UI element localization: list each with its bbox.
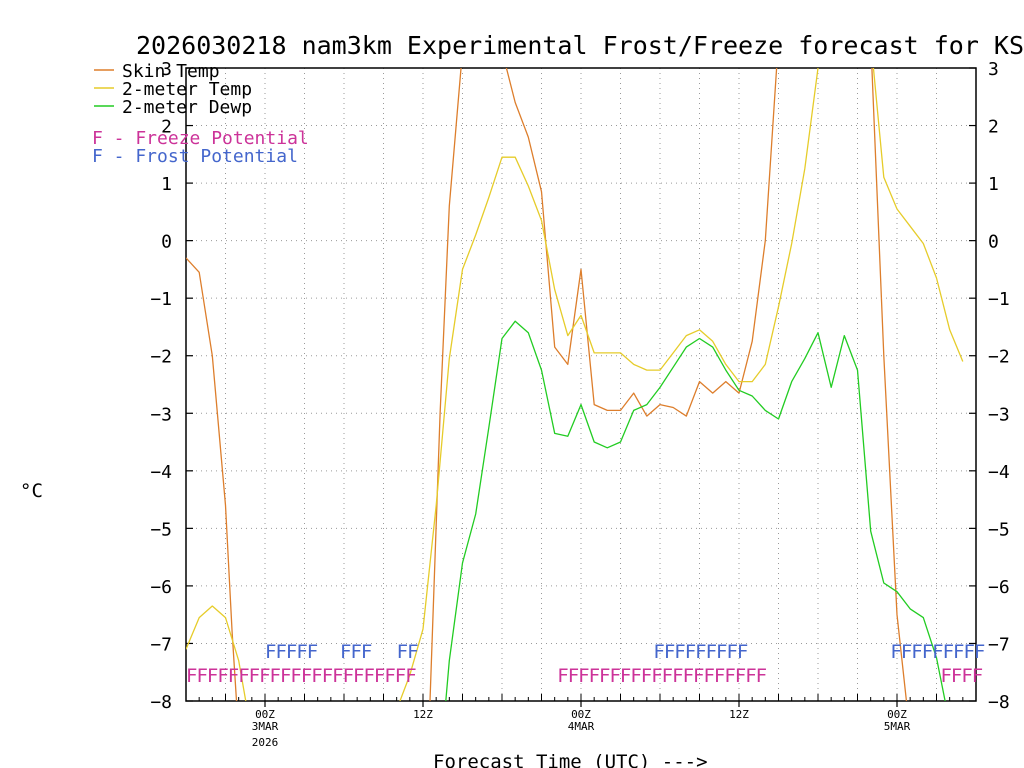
x-tick-date: 5MAR [884, 720, 911, 733]
x-tick-label: 12Z [413, 708, 433, 721]
frost-potential-flags: FFFFF [265, 641, 318, 663]
legend-label: Skin Temp [122, 61, 220, 82]
y-tick-label-left: 2 [161, 117, 172, 138]
y-tick-label-left: −5 [150, 519, 172, 540]
legend-flag-label: F - Freeze Potential [92, 128, 309, 149]
x-tick-label: 00Z [887, 708, 907, 721]
y-axis-label: °C [20, 480, 43, 502]
y-tick-label-left: −3 [150, 404, 172, 425]
y-tick-label-right: 1 [988, 174, 999, 195]
y-tick-label-left: −2 [150, 347, 172, 368]
chart-title: 2026030218 nam3km Experimental Frost/Fre… [136, 31, 1024, 60]
frost-potential-flags: FFFFFFFFF [890, 641, 985, 663]
frost-potential-flags: FF [397, 641, 418, 663]
y-tick-label-right: 3 [988, 59, 999, 80]
y-tick-label-left: 3 [161, 59, 172, 80]
y-tick-label-right: −5 [988, 519, 1010, 540]
y-tick-label-left: −4 [150, 462, 172, 483]
series-lines [186, 68, 964, 701]
x-tick-year: 2026 [252, 736, 279, 749]
y-tick-label-left: 1 [161, 174, 172, 195]
x-tick-date: 4MAR [568, 720, 595, 733]
y-tick-label-right: −2 [988, 347, 1010, 368]
frost-potential-flags: FFF [340, 641, 372, 663]
y-tick-label-left: 0 [161, 232, 172, 253]
y-tick-label-right: −6 [988, 577, 1010, 598]
series-line-skin-temp [186, 68, 908, 701]
x-tick-label: 00Z [571, 708, 591, 721]
frost-potential-flags: FFFFFFFFF [653, 641, 748, 663]
legend-label: 2-meter Dewp [122, 97, 252, 118]
freeze-potential-flags: FFFF [940, 665, 982, 687]
potential-flags: FFFFF FFF FF FFFFFFFFF FFFFFFFFFFFFFFFFFFFFF… [186, 641, 986, 687]
legend-label: 2-meter Temp [122, 79, 252, 100]
y-tick-label-right: −8 [988, 692, 1010, 713]
y-tick-label-right: 0 [988, 232, 999, 253]
y-tick-label-left: −6 [150, 577, 172, 598]
y-tick-label-right: −1 [988, 289, 1010, 310]
y-tick-label-right: −7 [988, 634, 1010, 655]
y-tick-label-right: −4 [988, 462, 1010, 483]
x-axis-label: Forecast Time (UTC) ---> [433, 751, 708, 768]
x-tick-date: 3MAR [252, 720, 279, 733]
y-tick-label-left: −7 [150, 634, 172, 655]
y-tick-label-left: −8 [150, 692, 172, 713]
freeze-potential-flags: FFFFFFFFFFFFFFFFFFFF [557, 665, 766, 687]
plot-frame [185, 67, 977, 702]
y-tick-label-right: 2 [988, 117, 999, 138]
y-tick-label-left: −1 [150, 289, 172, 310]
x-tick-label: 00Z [255, 708, 275, 721]
freeze-potential-flags: FFFFFFFFFFFFFFFFFFFFFF [186, 665, 416, 687]
legend-flag-label: F - Frost Potential [92, 146, 298, 167]
y-tick-label-right: −3 [988, 404, 1010, 425]
x-tick-label: 12Z [729, 708, 749, 721]
grid-lines [186, 68, 976, 701]
y-axis: 3 3 2 2 1 1 0 0 −1 −1 −2 −2 −3 −3 −4 −4 −5 −5 −6 −6 −7 −7 −8 −8 [150, 59, 1009, 713]
series-line-2-meter-temp [186, 68, 964, 701]
series-line-2-meter-dewp [445, 320, 946, 701]
